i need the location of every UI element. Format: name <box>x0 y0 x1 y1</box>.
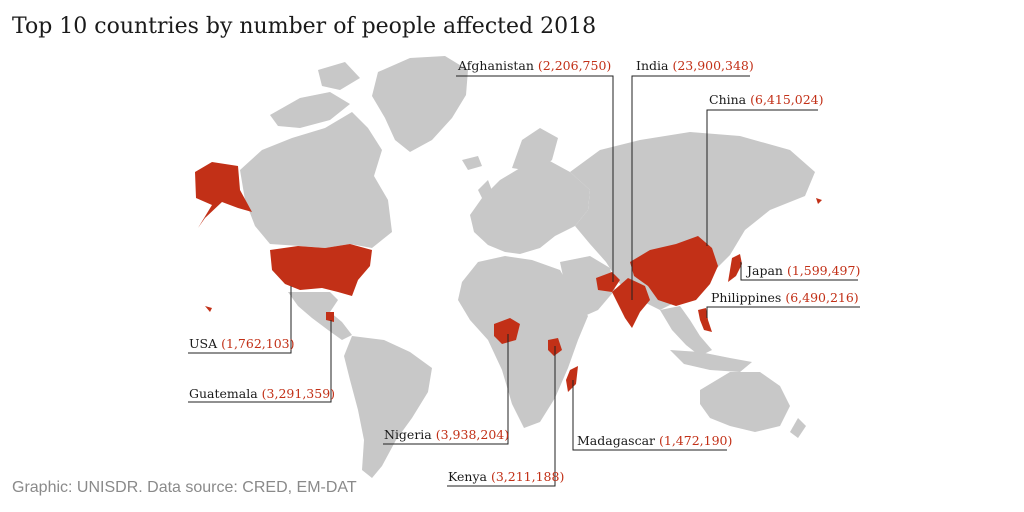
map-title: Top 10 countries by number of people aff… <box>12 14 597 39</box>
land-mexico <box>288 292 352 340</box>
land-new-zealand <box>790 418 806 438</box>
country-value: (6,490,216) <box>785 290 859 305</box>
country-japan <box>728 254 742 282</box>
country-madagascar <box>566 366 578 392</box>
label-guatemala: Guatemala (3,291,359) <box>189 386 335 402</box>
land-uk <box>478 180 494 206</box>
country-name: India <box>636 58 669 73</box>
country-alaska <box>195 162 252 228</box>
land-south-america <box>344 336 432 478</box>
leader-india <box>631 75 750 300</box>
country-value: (1,472,190) <box>659 433 733 448</box>
country-name: Nigeria <box>384 427 432 442</box>
leader-afghanistan <box>456 75 614 282</box>
leader-nigeria <box>383 334 509 445</box>
country-value: (23,900,348) <box>672 58 754 73</box>
label-kenya: Kenya (3,211,188) <box>448 469 564 485</box>
label-nigeria: Nigeria (3,938,204) <box>384 427 509 443</box>
country-value: (1,599,497) <box>786 263 861 278</box>
label-japan: Japan (1,599,497) <box>747 263 860 279</box>
leader-philippines <box>706 306 860 318</box>
country-value: (6,415,024) <box>750 92 824 107</box>
land-scandinavia <box>512 128 558 172</box>
country-name: Kenya <box>448 469 487 484</box>
label-usa: USA (1,762,103) <box>189 336 294 352</box>
leader-madagascar <box>572 380 727 451</box>
country-value: (2,206,750) <box>537 58 612 73</box>
country-hawaii <box>205 306 212 312</box>
country-philippines <box>698 308 712 332</box>
country-usa <box>270 244 372 296</box>
country-value: (3,291,359) <box>261 386 336 401</box>
country-name: Japan <box>747 263 783 278</box>
land-canada <box>240 112 392 248</box>
land-indonesia <box>670 350 752 372</box>
land-australia <box>700 372 790 432</box>
country-guatemala <box>326 312 334 322</box>
land-europe <box>470 160 590 254</box>
label-china: China (6,415,024) <box>709 92 823 108</box>
country-value: (1,762,103) <box>221 336 295 351</box>
source-credit: Graphic: UNISDR. Data source: CRED, EM-D… <box>12 479 357 496</box>
country-value: (3,938,204) <box>435 427 510 442</box>
country-value: (3,211,188) <box>490 469 565 484</box>
country-name: Philippines <box>711 290 782 305</box>
country-name: USA <box>189 336 218 351</box>
label-afghanistan: Afghanistan (2,206,750) <box>458 58 611 74</box>
country-nigeria <box>494 318 520 344</box>
land-middle-east <box>560 256 615 318</box>
leader-china <box>706 109 818 246</box>
label-india: India (23,900,348) <box>636 58 754 74</box>
leader-usa <box>188 286 292 354</box>
leader-guatemala <box>188 320 332 403</box>
country-name: China <box>709 92 747 107</box>
country-china <box>630 236 718 306</box>
country-name: Guatemala <box>189 386 258 401</box>
country-afghanistan <box>596 272 620 292</box>
country-russia-east-tip <box>816 198 822 204</box>
land-iceland <box>462 156 482 170</box>
land-arctic-islands <box>270 92 350 128</box>
label-philippines: Philippines (6,490,216) <box>711 290 859 306</box>
leader-kenya <box>447 346 556 487</box>
country-name: Madagascar <box>577 433 656 448</box>
country-name: Afghanistan <box>458 58 534 73</box>
land-arctic-islands-2 <box>318 62 360 90</box>
country-india <box>612 278 650 328</box>
land-southeast-asia <box>660 306 712 356</box>
leader-japan <box>740 262 858 281</box>
land-greenland <box>372 56 468 152</box>
label-madagascar: Madagascar (1,472,190) <box>577 433 732 449</box>
